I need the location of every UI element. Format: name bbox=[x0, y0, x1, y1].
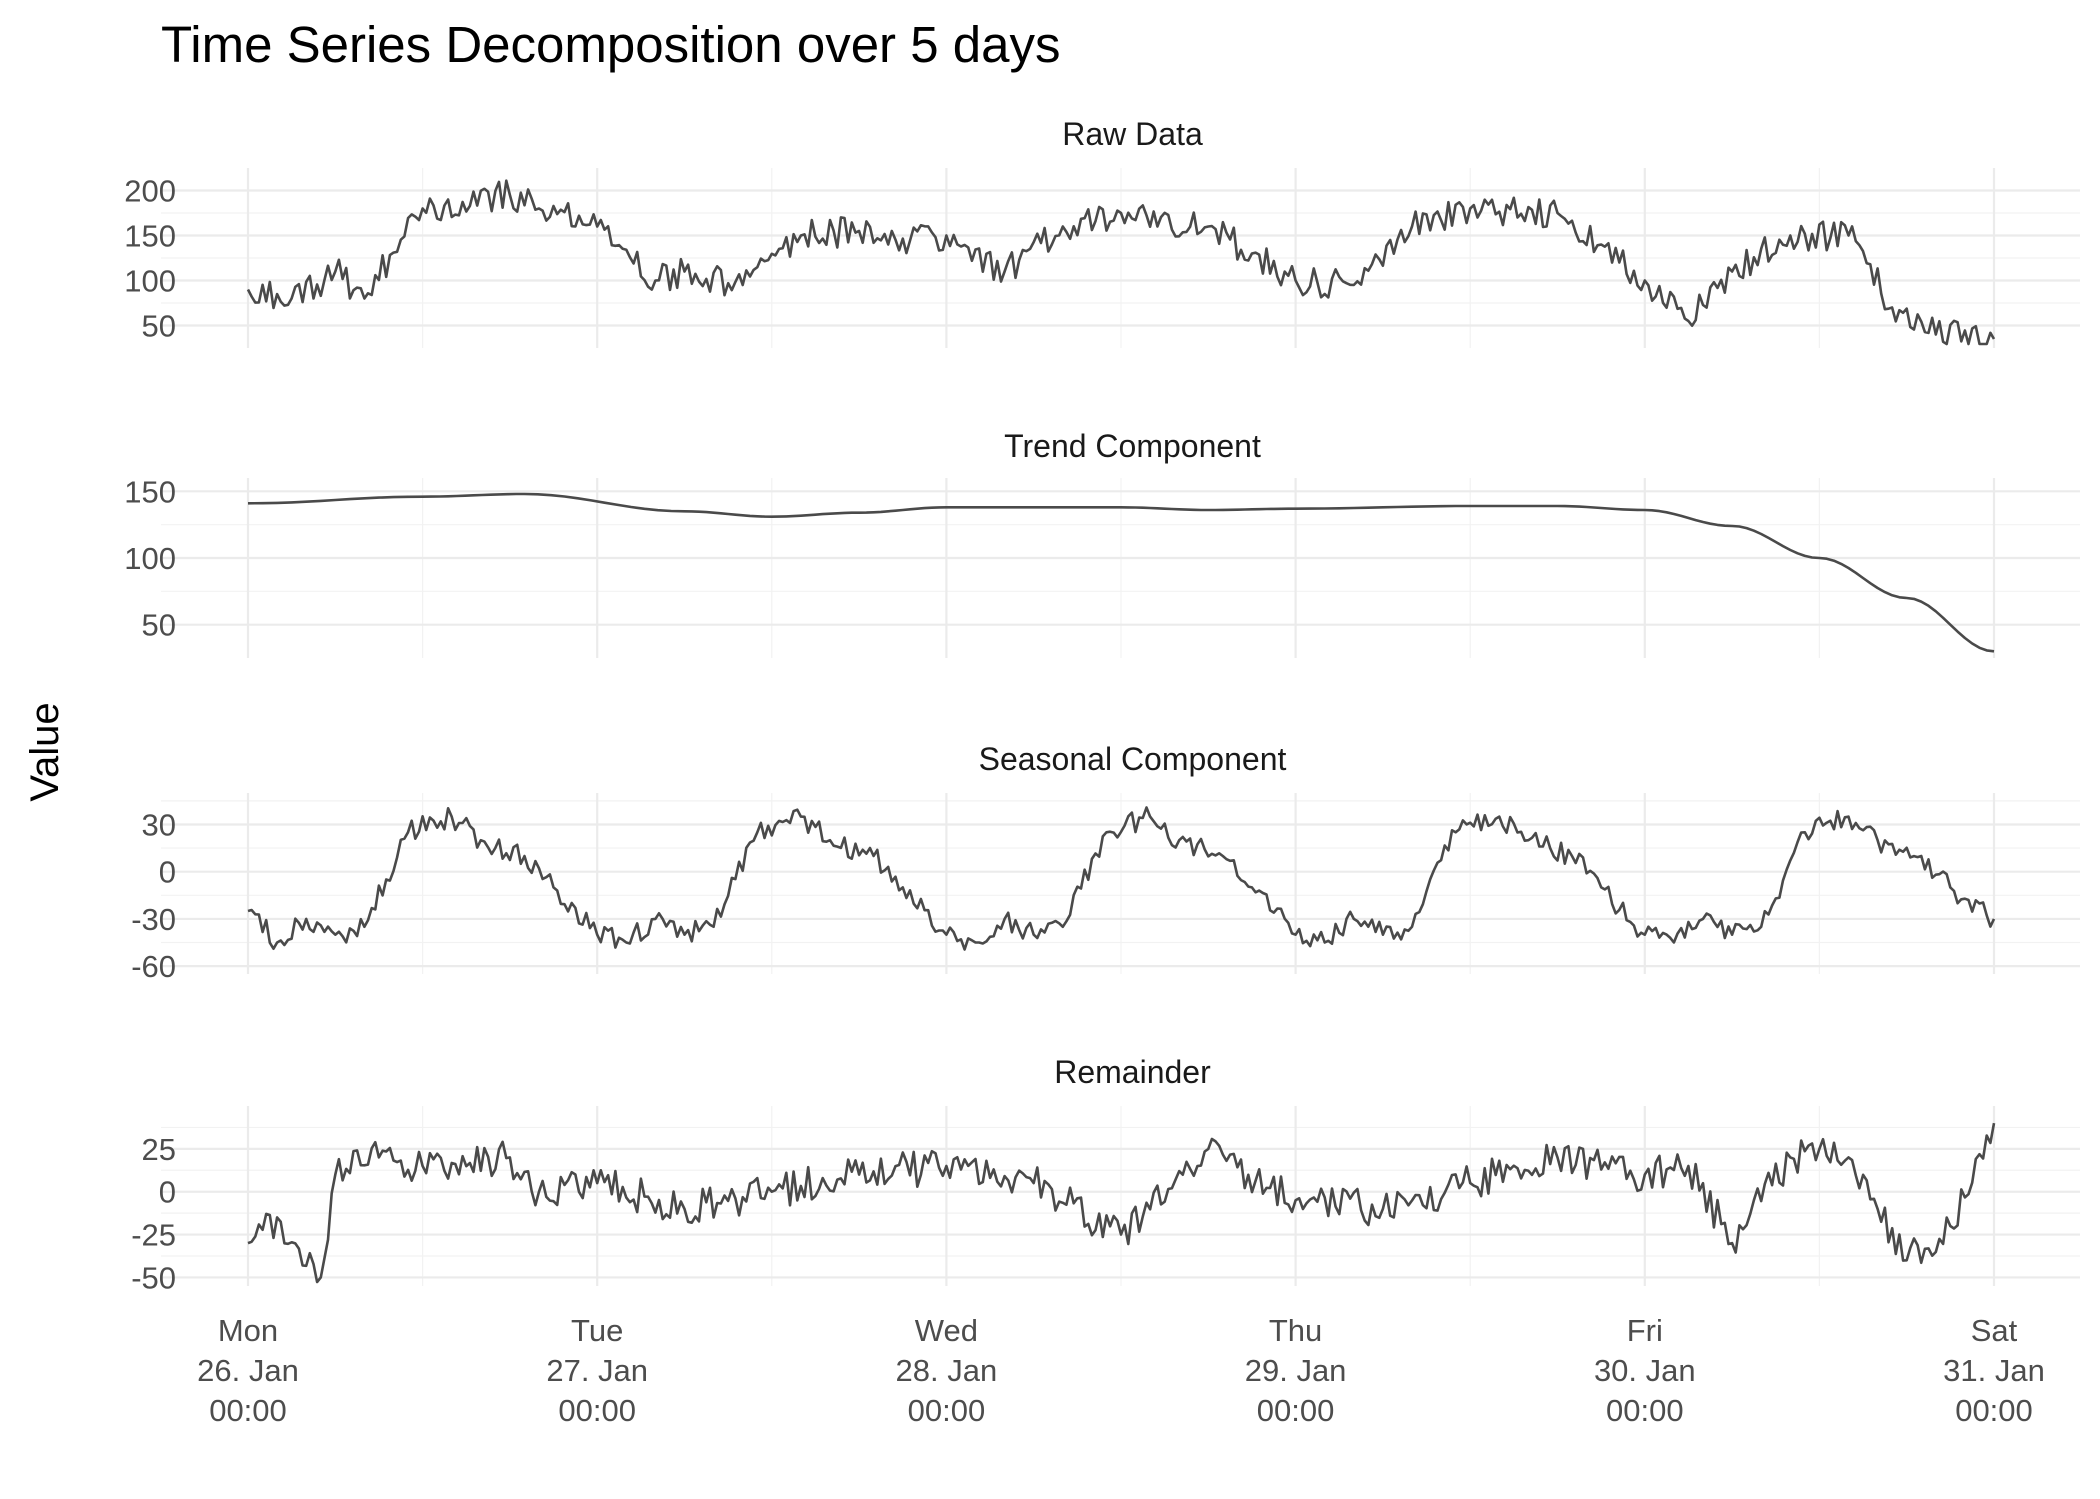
x-tick-label: 00:00 bbox=[209, 1393, 287, 1428]
y-tick-label: 30 bbox=[142, 807, 176, 842]
series-line bbox=[247, 492, 1995, 653]
panel-2: -60 -30 0 30 Seasonal Component bbox=[131, 741, 2080, 984]
y-tick-label: -50 bbox=[131, 1260, 176, 1295]
x-tick-label: 26. Jan bbox=[197, 1353, 299, 1388]
x-tick-label: 30. Jan bbox=[1594, 1353, 1696, 1388]
x-tick-label: Fri bbox=[1627, 1313, 1663, 1348]
y-tick-label: 100 bbox=[124, 541, 176, 576]
x-tick-label: 28. Jan bbox=[896, 1353, 998, 1388]
x-tick-label: 00:00 bbox=[908, 1393, 986, 1428]
y-tick-label: 50 bbox=[142, 608, 176, 643]
y-axis-label: Value bbox=[23, 702, 67, 801]
x-tick-label: 27. Jan bbox=[546, 1353, 648, 1388]
y-tick-label: 200 bbox=[124, 174, 176, 209]
x-tick-label: 00:00 bbox=[558, 1393, 636, 1428]
y-tick-label: 25 bbox=[142, 1132, 176, 1167]
x-tick-label: 00:00 bbox=[1606, 1393, 1684, 1428]
x-axis: Mon 26. Jan 00:00 Tue 27. Jan 00:00 Wed 28. Jan… bbox=[197, 1313, 2045, 1428]
panel-title: Raw Data bbox=[1062, 116, 1203, 152]
x-tick-label: 00:00 bbox=[1955, 1393, 2033, 1428]
x-tick-label: 31. Jan bbox=[1943, 1353, 2045, 1388]
y-tick-label: 150 bbox=[124, 219, 176, 254]
x-tick-label: Mon bbox=[218, 1313, 278, 1348]
y-tick-label: -60 bbox=[131, 949, 176, 984]
y-tick-label: 0 bbox=[159, 855, 176, 890]
x-tick-label: Tue bbox=[571, 1313, 623, 1348]
y-tick-label: 0 bbox=[159, 1175, 176, 1210]
panel-title: Trend Component bbox=[1004, 428, 1261, 464]
x-tick-label: Wed bbox=[915, 1313, 978, 1348]
series-line bbox=[246, 179, 1996, 346]
x-tick-label: Thu bbox=[1269, 1313, 1322, 1348]
x-tick-label: 00:00 bbox=[1257, 1393, 1335, 1428]
y-tick-label: -30 bbox=[131, 902, 176, 937]
panels: 50 100 150 200 Raw Data 50 100 150 Trend Compone… bbox=[124, 116, 2080, 1295]
y-tick-label: 100 bbox=[124, 264, 176, 299]
y-tick-label: 150 bbox=[124, 474, 176, 509]
x-tick-label: Sat bbox=[1971, 1313, 2018, 1348]
panel-3: -50 -25 0 25 Remainder bbox=[131, 1054, 2080, 1295]
panel-1: 50 100 150 Trend Component bbox=[124, 428, 2080, 658]
panel-title: Seasonal Component bbox=[979, 741, 1287, 777]
y-tick-label: 50 bbox=[142, 309, 176, 344]
series-line bbox=[247, 1122, 1996, 1284]
panel-0: 50 100 150 200 Raw Data bbox=[124, 116, 2080, 348]
series-line bbox=[247, 806, 1996, 951]
panel-title: Remainder bbox=[1054, 1054, 1211, 1090]
x-tick-label: 29. Jan bbox=[1245, 1353, 1347, 1388]
chart-title: Time Series Decomposition over 5 days bbox=[161, 16, 1060, 73]
y-tick-label: -25 bbox=[131, 1218, 176, 1253]
